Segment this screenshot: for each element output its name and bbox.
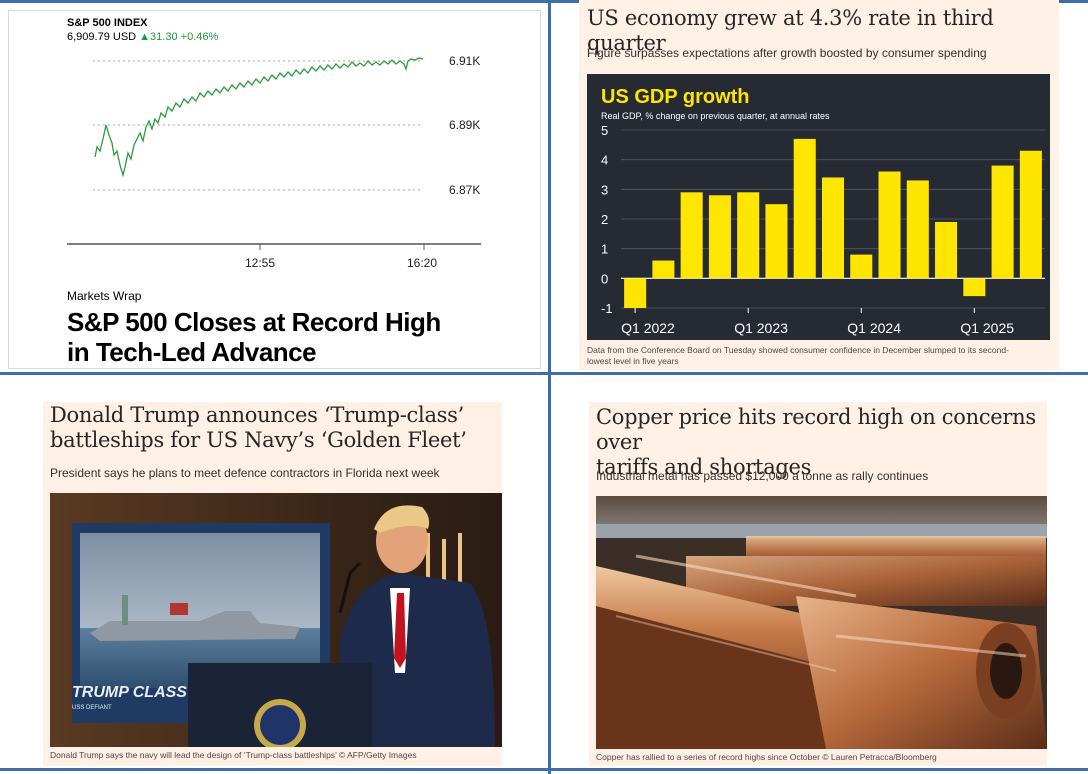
gdp-bar bbox=[963, 278, 986, 297]
y-tick-label: 2 bbox=[601, 212, 608, 227]
middle-horizontal-rule bbox=[0, 372, 1088, 375]
copper-caption: Copper has rallied to a series of record… bbox=[596, 752, 937, 762]
gdp-bar bbox=[624, 278, 647, 308]
headline-line: tariffs and shortages bbox=[596, 455, 812, 479]
trump-story-card[interactable]: Donald Trump announces ‘Trump-class’ bat… bbox=[43, 402, 502, 766]
gdp-bar bbox=[652, 260, 675, 279]
price-line bbox=[94, 57, 424, 178]
gdp-bar bbox=[1019, 150, 1042, 279]
trump-headline[interactable]: Donald Trump announces ‘Trump-class’ bat… bbox=[50, 403, 500, 453]
trump-caption: Donald Trump says the navy will lead the… bbox=[50, 750, 417, 760]
y-tick-label: 4 bbox=[601, 153, 608, 168]
section-kicker: Markets Wrap bbox=[67, 289, 142, 303]
trump-photo: TRUMP CLASS USS DEFIANT bbox=[50, 493, 502, 747]
gdp-chart: US GDP growth Real GDP, % change on prev… bbox=[587, 74, 1050, 340]
x-tick-label: 12:55 bbox=[245, 256, 275, 270]
trump-subhead: President says he plans to meet defence … bbox=[50, 466, 440, 480]
gdp-bar bbox=[935, 221, 958, 279]
y-tick-label: 5 bbox=[601, 123, 608, 138]
gdp-story-card[interactable]: US economy grew at 4.3% rate in third qu… bbox=[579, 0, 1059, 370]
chart-subtitle: Real GDP, % change on previous quarter, … bbox=[601, 111, 830, 121]
headline-line: S&P 500 Closes at Record High bbox=[67, 307, 441, 337]
y-tick-label: -1 bbox=[601, 301, 613, 316]
y-tick-label: 0 bbox=[601, 271, 608, 286]
y-tick-label: 1 bbox=[601, 242, 608, 257]
sp500-card[interactable]: S&P 500 INDEX 6,909.79 USD ▲31.30 +0.46%… bbox=[8, 10, 541, 369]
headline-line: Donald Trump announces ‘Trump-class’ bbox=[50, 403, 464, 427]
gdp-caption: Data from the Conference Board on Tuesda… bbox=[587, 345, 1052, 367]
photo-sign-subtext: USS DEFIANT bbox=[72, 705, 112, 711]
gdp-bar bbox=[850, 254, 873, 279]
gdp-bar bbox=[680, 192, 703, 279]
headline-line: Copper price hits record high on concern… bbox=[596, 405, 1036, 454]
gdp-bar bbox=[906, 180, 929, 279]
copper-subhead: Industrial metal has passed $12,000 a to… bbox=[596, 469, 929, 483]
copper-headline[interactable]: Copper price hits record high on concern… bbox=[596, 405, 1046, 480]
gdp-bar bbox=[878, 171, 901, 279]
gdp-bar bbox=[821, 177, 845, 279]
y-tick-label: 3 bbox=[601, 182, 608, 197]
gdp-bar-chart: US GDP growth Real GDP, % change on prev… bbox=[601, 86, 1045, 336]
top-rule bbox=[0, 0, 1088, 3]
y-tick-label: 6.91K bbox=[449, 54, 480, 68]
sp500-headline[interactable]: S&P 500 Closes at Record High in Tech-Le… bbox=[67, 307, 527, 367]
press-conference-illustration: TRUMP CLASS USS DEFIANT bbox=[50, 493, 502, 747]
copper-photo bbox=[596, 496, 1047, 749]
bottom-rule bbox=[0, 768, 1088, 771]
copper-coils-illustration bbox=[596, 496, 1047, 749]
caption-line: Data from the Conference Board on Tuesda… bbox=[587, 345, 1009, 355]
index-change: ▲31.30 +0.46% bbox=[139, 31, 219, 43]
gdp-bar bbox=[737, 192, 760, 279]
headline-line: battleships for US Navy’s ‘Golden Fleet’ bbox=[50, 428, 467, 452]
index-price-line: 6,909.79 USD ▲31.30 +0.46% bbox=[67, 31, 218, 43]
gdp-subhead: Figure surpasses expectations after grow… bbox=[587, 46, 987, 60]
sp500-intraday-chart: 6.91K 6.89K 6.87K 12:55 16:20 bbox=[67, 54, 481, 270]
x-tick-label: Q1 2023 bbox=[734, 320, 788, 336]
x-tick-label: 16:20 bbox=[407, 256, 437, 270]
gdp-headline[interactable]: US economy grew at 4.3% rate in third qu… bbox=[587, 6, 994, 55]
copper-story-card[interactable]: Copper price hits record high on concern… bbox=[589, 402, 1047, 766]
gdp-bar bbox=[793, 138, 816, 279]
index-name: S&P 500 INDEX bbox=[67, 17, 148, 29]
x-tick-label: Q1 2024 bbox=[847, 320, 901, 336]
x-tick-label: Q1 2022 bbox=[621, 320, 675, 336]
y-tick-label: 6.89K bbox=[449, 118, 480, 132]
x-tick-label: Q1 2025 bbox=[960, 320, 1014, 336]
photo-sign-text: TRUMP CLASS bbox=[72, 684, 187, 701]
gdp-bar bbox=[708, 195, 731, 279]
headline-line: in Tech-Led Advance bbox=[67, 337, 317, 367]
caption-line: lowest level in five years bbox=[587, 356, 679, 366]
gdp-bar bbox=[991, 165, 1014, 279]
y-tick-label: 6.87K bbox=[449, 183, 480, 197]
center-vertical-rule bbox=[548, 0, 551, 774]
chart-title: US GDP growth bbox=[601, 86, 750, 108]
index-price: 6,909.79 USD bbox=[67, 31, 137, 43]
gdp-bar bbox=[765, 204, 788, 279]
